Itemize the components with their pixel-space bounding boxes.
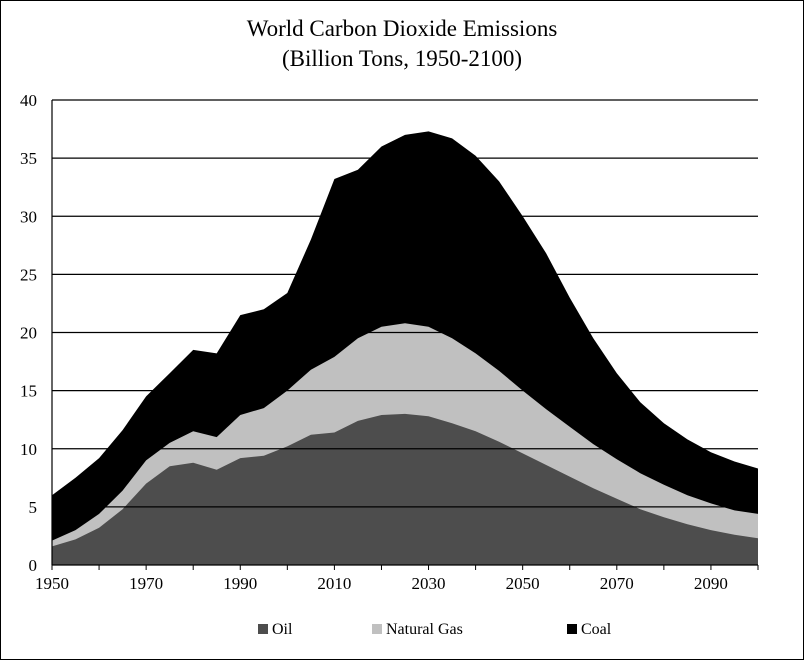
- gridlines: [52, 99, 758, 508]
- y-tick-label: 15: [20, 382, 37, 401]
- x-tick-label: 1950: [35, 574, 69, 593]
- y-tick-label: 20: [20, 324, 37, 343]
- axes: [51, 100, 759, 570]
- legend-swatch-oil: [258, 624, 268, 634]
- x-tick-label: 2070: [600, 574, 634, 593]
- x-tick-label: 2050: [506, 574, 540, 593]
- chart-title: World Carbon Dioxide Emissions: [246, 16, 558, 41]
- y-tick-label: 0: [29, 556, 38, 575]
- legend-label-natural-gas: Natural Gas: [386, 621, 463, 638]
- legend: Oil Natural Gas Coal: [258, 621, 612, 638]
- y-tick-label: 10: [20, 440, 37, 459]
- legend-swatch-coal: [567, 624, 577, 634]
- y-tick-label: 25: [20, 265, 37, 284]
- legend-swatch-natural-gas: [372, 624, 382, 634]
- area-oil: [52, 413, 758, 565]
- area-layers: [52, 131, 758, 565]
- x-tick-label: 2010: [317, 574, 351, 593]
- x-tick-label: 2030: [412, 574, 446, 593]
- chart-subtitle: (Billion Tons, 1950-2100): [281, 46, 523, 71]
- x-tick-label: 2090: [694, 574, 728, 593]
- y-tick-label: 5: [29, 498, 38, 517]
- legend-label-coal: Coal: [581, 621, 612, 638]
- legend-label-oil: Oil: [272, 621, 293, 638]
- tick-labels: 0 5 10 15 20 25 30 35 40 1950 1970 1990 2010 2030 2050…: [20, 91, 728, 593]
- y-tick-label: 40: [20, 91, 37, 110]
- y-tick-label: 35: [20, 149, 37, 168]
- x-tick-label: 1990: [223, 574, 257, 593]
- x-tick-label: 1970: [129, 574, 163, 593]
- y-tick-label: 30: [20, 207, 37, 226]
